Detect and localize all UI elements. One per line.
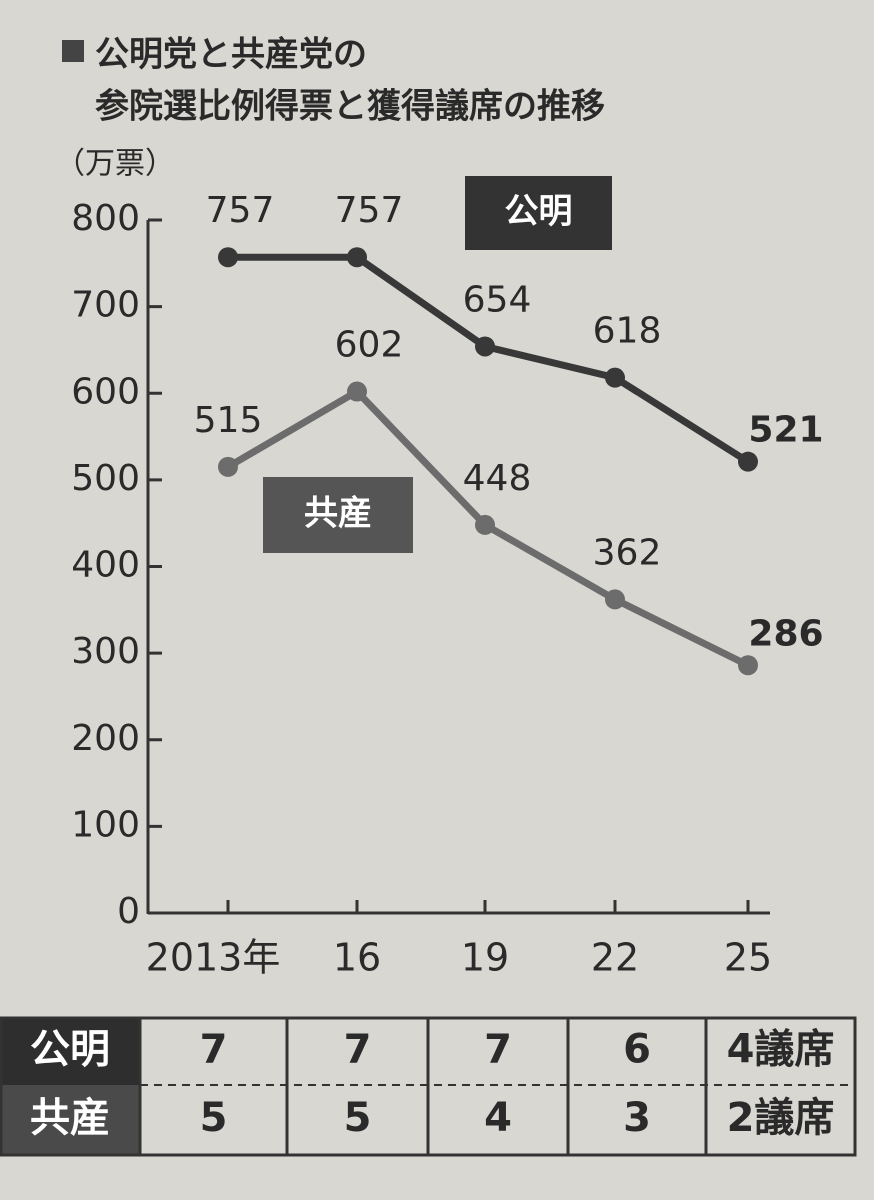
legend-box	[263, 477, 413, 553]
seat-cell: 2議席	[727, 1095, 835, 1141]
y-tick-label: 400	[71, 545, 140, 586]
data-label: 757	[335, 190, 404, 231]
y-tick-label: 0	[117, 891, 140, 932]
point	[738, 451, 758, 472]
y-tick-label: 800	[71, 198, 140, 239]
data-label: 757	[206, 190, 275, 231]
data-label: 602	[335, 325, 404, 366]
row-header: 共産	[30, 1095, 110, 1141]
y-tick-label: 600	[71, 371, 140, 412]
point	[347, 247, 367, 268]
chart-title: 公明党と共産党の	[95, 35, 367, 75]
point	[218, 456, 238, 477]
row-header-cell	[0, 1018, 140, 1085]
data-label: 654	[463, 279, 532, 320]
seat-cell: 3	[623, 1095, 651, 1141]
y-axis-label: （万票）	[55, 147, 175, 182]
seat-cell: 6	[623, 1027, 651, 1073]
legend-box	[465, 176, 612, 250]
y-tick-label: 200	[71, 718, 140, 759]
x-tick-label: 22	[591, 936, 639, 980]
point	[347, 381, 367, 402]
point	[218, 247, 238, 268]
y-tick-label: 700	[71, 285, 140, 326]
x-tick-label: 19	[461, 936, 509, 980]
data-label: 362	[593, 532, 662, 573]
data-label: 286	[748, 613, 823, 654]
seat-cell: 7	[200, 1027, 228, 1073]
point	[605, 367, 625, 388]
point	[475, 514, 495, 535]
seat-cell: 5	[200, 1095, 228, 1141]
point	[605, 589, 625, 610]
x-tick-label: 2013年	[146, 936, 281, 980]
point	[738, 655, 758, 676]
seat-cell: 4議席	[727, 1027, 835, 1073]
legend-label: 公明	[505, 192, 573, 232]
data-label: 618	[593, 311, 662, 352]
data-label: 448	[463, 458, 532, 499]
seat-cell: 7	[484, 1027, 512, 1073]
row-header: 公明	[30, 1027, 110, 1073]
x-tick-label: 25	[724, 936, 772, 980]
data-label: 515	[194, 400, 263, 441]
row-header-cell	[0, 1085, 140, 1155]
chart-title: 参院選比例得票と獲得議席の推移	[95, 87, 605, 127]
y-tick-label: 100	[71, 804, 140, 845]
seat-cell: 7	[344, 1027, 372, 1073]
title-icon	[62, 40, 84, 62]
data-label: 521	[748, 410, 823, 451]
x-tick-label: 16	[333, 936, 381, 980]
y-tick-label: 500	[71, 458, 140, 499]
y-tick-label: 300	[71, 631, 140, 672]
legend-label: 共産	[304, 494, 372, 534]
point	[475, 336, 495, 357]
seat-cell: 4	[484, 1095, 512, 1141]
seat-cell: 5	[344, 1095, 372, 1141]
